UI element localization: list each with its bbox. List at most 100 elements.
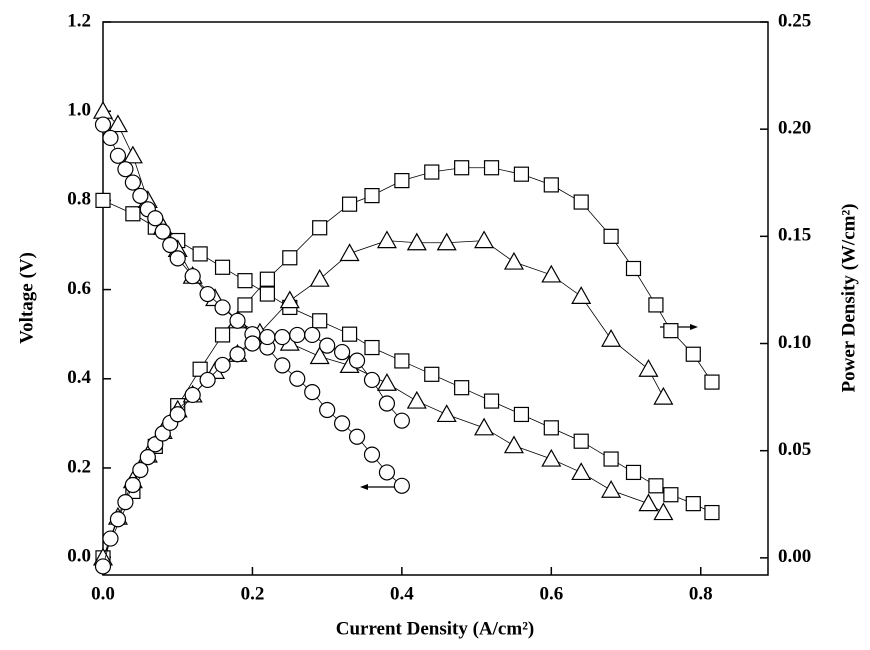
y2-tick-label: 0.00 <box>778 546 811 567</box>
circle-marker <box>348 428 366 445</box>
triangle-marker <box>503 251 524 270</box>
circle-marker <box>199 285 216 303</box>
circle-marker <box>154 223 171 240</box>
circle-marker <box>334 415 351 432</box>
square-marker <box>364 339 380 356</box>
circle-marker <box>169 406 186 423</box>
circle-marker <box>102 530 119 547</box>
square-marker <box>394 173 410 189</box>
triangle-marker <box>474 230 495 249</box>
circle-marker <box>214 299 231 316</box>
square-marker <box>603 451 619 467</box>
y2-tick-label: 0.15 <box>778 225 811 246</box>
square-marker <box>625 260 642 277</box>
y-tick-label: 0.4 <box>67 367 91 388</box>
x-tick-label: 0.6 <box>539 583 563 604</box>
triangle-marker <box>376 230 397 249</box>
square-marker <box>685 496 701 512</box>
triangle-marker <box>122 145 143 164</box>
square-marker <box>364 188 380 204</box>
circle-marker <box>162 236 179 254</box>
y-tick-label: 0.8 <box>67 189 91 210</box>
y2-tick-label: 0.25 <box>778 10 811 31</box>
circle-marker <box>229 312 246 329</box>
square-marker <box>543 420 559 436</box>
triangle-marker <box>406 390 427 409</box>
circle-marker <box>319 337 336 354</box>
square-marker <box>483 160 500 176</box>
square-marker <box>663 487 679 503</box>
y-tick-label: 0.2 <box>67 456 91 477</box>
triangle-marker <box>339 243 360 262</box>
y-tick-label: 1.0 <box>67 100 91 121</box>
circle-marker <box>289 370 306 387</box>
x-tick-label: 0.4 <box>390 583 414 604</box>
circle-marker <box>319 401 336 419</box>
square-marker <box>259 286 275 302</box>
circle-marker <box>348 352 366 369</box>
triangle-marker <box>436 404 457 423</box>
square-marker <box>341 196 358 212</box>
triangle-marker <box>92 100 114 119</box>
triangle-marker <box>653 502 674 521</box>
triangle-marker <box>279 290 300 309</box>
square-marker <box>603 228 619 244</box>
y2-tick-label: 0.05 <box>778 439 811 460</box>
triangle-marker <box>541 448 562 467</box>
square-marker <box>704 504 720 521</box>
square-marker <box>513 406 530 423</box>
circle-marker <box>132 461 149 479</box>
circle-marker <box>139 449 156 466</box>
triangle-marker <box>406 232 427 251</box>
y-tick-label: 0.0 <box>67 546 91 567</box>
x-tick-label: 0.8 <box>689 583 713 604</box>
circle-marker <box>229 346 246 363</box>
circle-marker <box>184 386 201 404</box>
square-marker <box>312 313 328 329</box>
y2-tick-label: 0.20 <box>778 118 811 139</box>
triangle-marker <box>309 346 330 365</box>
circle-marker <box>117 494 134 511</box>
triangle-marker <box>107 114 128 133</box>
circle-marker <box>102 129 119 147</box>
circle-marker <box>214 356 231 374</box>
square-marker <box>214 259 231 275</box>
x-axis-label: Current Density (A/cm²) <box>336 618 534 639</box>
square-marker <box>282 250 298 266</box>
circle-marker <box>289 326 306 344</box>
circle-marker <box>259 328 276 346</box>
y-axis-label: Voltage (V) <box>16 252 37 344</box>
square-marker <box>483 393 500 409</box>
square-marker <box>259 271 275 287</box>
square-marker <box>648 297 664 313</box>
triangle-marker <box>309 268 330 287</box>
circle-marker <box>244 335 261 352</box>
triangle-marker <box>541 264 562 283</box>
circle-marker <box>124 174 141 191</box>
circle-marker <box>393 477 410 494</box>
circle-marker <box>132 187 149 205</box>
square-marker <box>192 361 208 377</box>
y2-tick-label: 0.10 <box>778 332 811 353</box>
square-marker <box>663 323 679 339</box>
square-marker <box>312 220 328 236</box>
square-marker <box>424 164 440 180</box>
circle-marker <box>109 511 127 528</box>
square-marker <box>192 246 208 262</box>
square-marker <box>341 326 358 342</box>
triangle-marker <box>474 417 495 436</box>
circle-marker <box>199 371 216 389</box>
y-tick-label: 0.6 <box>67 278 91 299</box>
square-marker <box>573 433 589 449</box>
circle-marker <box>304 384 321 401</box>
series-line <box>102 110 664 513</box>
circle-marker <box>274 357 291 374</box>
circle-marker <box>304 326 321 344</box>
x-tick-label: 0.0 <box>91 583 115 604</box>
triangle-marker <box>653 386 674 405</box>
circle-marker <box>94 558 112 575</box>
circle-marker <box>94 116 112 133</box>
triangle-marker <box>638 493 659 512</box>
circle-marker <box>147 210 164 227</box>
